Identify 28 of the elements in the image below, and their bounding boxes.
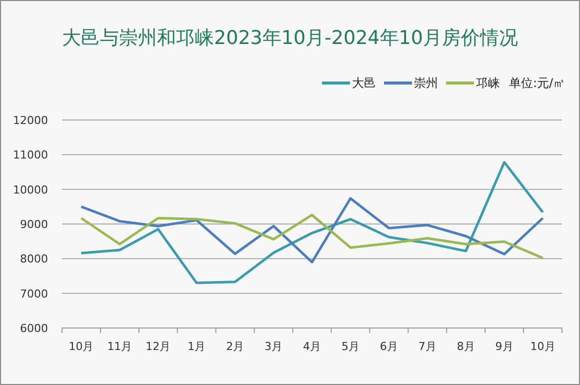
line-series (80, 197, 544, 264)
x-tick-label: 1月 (188, 340, 206, 353)
y-tick-label: 8000 (20, 252, 48, 266)
legend-label: 崇州 (414, 76, 438, 90)
y-tick-label: 9000 (20, 218, 48, 231)
y-tick-label: 7000 (20, 287, 48, 300)
legend-label: 大邑 (352, 76, 376, 90)
x-tick-label: 12月 (146, 340, 171, 353)
x-tick-label: 11月 (107, 340, 132, 353)
y-tick-label: 6000 (20, 322, 48, 335)
x-tick-label: 10月 (68, 340, 94, 353)
x-tick-label: 2月 (226, 340, 244, 353)
line-series (80, 161, 544, 284)
x-tick-label: 10月 (530, 340, 556, 353)
x-tick-label: 9月 (495, 340, 514, 353)
chart-title: 大邑与崇州和邛崃2023年10月-2024年10月房价情况 (62, 27, 518, 49)
x-tick-label: 8月 (456, 340, 475, 353)
x-tick-label: 6月 (380, 340, 398, 353)
x-tick-label: 7月 (418, 340, 436, 353)
x-tick-label: 3月 (264, 340, 283, 353)
x-tick-label: 5月 (341, 340, 360, 353)
y-tick-label: 12000 (13, 114, 48, 127)
y-tick-label: 10000 (13, 183, 48, 196)
y-tick-label: 11000 (13, 148, 48, 162)
x-tick-label: 4月 (303, 340, 321, 353)
text: 单位:元/㎡ (509, 76, 566, 90)
line-series (80, 214, 544, 260)
legend-label: 邛崃 (476, 76, 500, 90)
